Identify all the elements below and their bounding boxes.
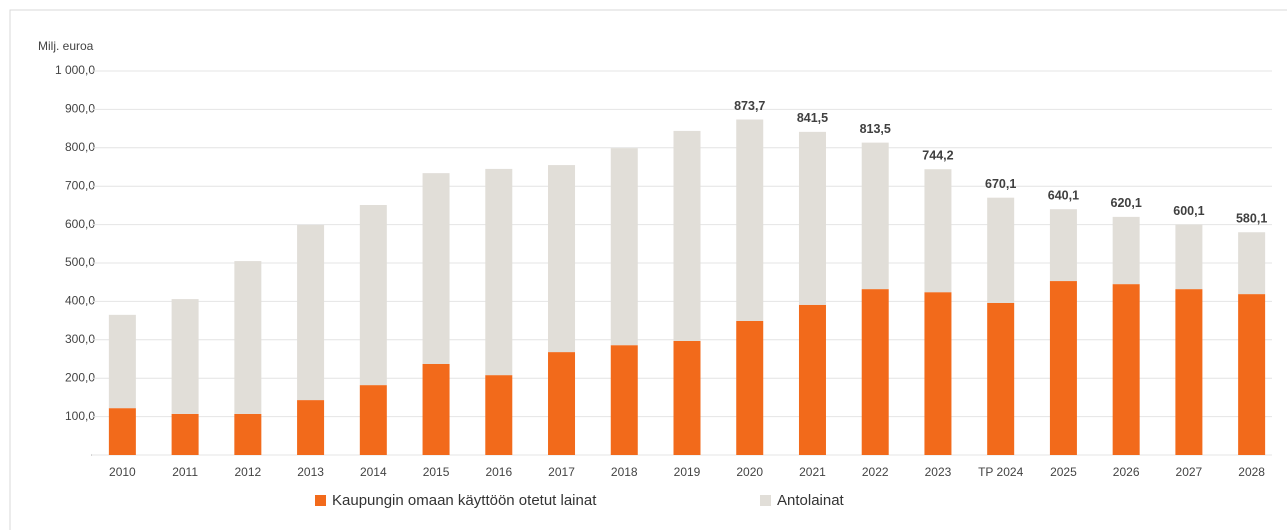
total-label: 744,2 (922, 149, 953, 163)
total-label: 841,5 (797, 111, 828, 125)
bar-segment (1112, 216, 1140, 285)
bar-segment (924, 292, 952, 455)
bar-segment (1049, 209, 1077, 282)
bar-segment (798, 304, 826, 455)
bar-segment (987, 302, 1015, 455)
y-tick-label: 800,0 (65, 140, 95, 154)
y-axis-label: Milj. euroa (38, 39, 94, 53)
y-tick-label: - (91, 447, 95, 461)
x-tick-label: 2012 (234, 465, 261, 479)
x-tick-label: 2027 (1176, 465, 1203, 479)
x-tick-label: 2021 (799, 465, 826, 479)
bar-segment (485, 168, 513, 376)
x-tick-label: 2017 (548, 465, 575, 479)
x-tick-label: 2015 (423, 465, 450, 479)
bar-segment (108, 314, 136, 409)
bar-segment (422, 173, 450, 364)
bar-segment (861, 289, 889, 455)
y-tick-label: 900,0 (65, 102, 95, 116)
bar-segment (1112, 284, 1140, 455)
bar-segment (1238, 294, 1266, 455)
legend-label: Antolainat (777, 492, 845, 509)
bar-segment (861, 142, 889, 290)
bar-segment (610, 345, 638, 455)
bar-segment (736, 320, 764, 455)
total-label: 620,1 (1111, 196, 1142, 210)
bar-segment (171, 299, 199, 414)
x-tick-label: 2025 (1050, 465, 1077, 479)
x-tick-label: 2018 (611, 465, 638, 479)
bar-segment (297, 224, 325, 401)
bar-segment (1175, 289, 1203, 455)
bar-segment (422, 363, 450, 455)
bar-segment (987, 197, 1015, 303)
x-tick-label: 2010 (109, 465, 136, 479)
bar-segment (234, 261, 262, 414)
bar-segment (736, 119, 764, 321)
total-label: 600,1 (1173, 204, 1204, 218)
x-tick-label: 2028 (1238, 465, 1265, 479)
bar-segment (798, 131, 826, 305)
bar-segment (234, 413, 262, 455)
y-tick-label: 400,0 (65, 294, 95, 308)
x-tick-label: 2022 (862, 465, 889, 479)
total-label: 670,1 (985, 177, 1016, 191)
bar-segment (548, 352, 576, 455)
x-tick-label: 2014 (360, 465, 387, 479)
y-tick-label: 1 000,0 (55, 63, 95, 77)
y-tick-label: 100,0 (65, 409, 95, 423)
x-tick-label: 2011 (172, 465, 198, 479)
y-tick-label: 700,0 (65, 178, 95, 192)
bar-segment (1049, 281, 1077, 455)
bar-segment (924, 169, 952, 293)
x-tick-label: 2019 (674, 465, 701, 479)
y-tick-label: 600,0 (65, 217, 95, 231)
bar-segment (673, 130, 701, 341)
legend-swatch (315, 495, 326, 506)
bar-segment (108, 408, 136, 455)
bar-segment (548, 165, 576, 353)
bar-segment (359, 385, 387, 455)
bar-segment (610, 148, 638, 346)
y-tick-label: 300,0 (65, 332, 95, 346)
legend-label: Kaupungin omaan käyttöön otetut lainat (332, 492, 597, 509)
y-tick-label: 200,0 (65, 370, 95, 384)
bar-segment (673, 340, 701, 455)
bar-segment (1238, 232, 1266, 295)
total-label: 580,1 (1236, 212, 1267, 226)
total-label: 873,7 (734, 99, 765, 113)
bar-segment (359, 205, 387, 386)
x-tick-label: 2013 (297, 465, 324, 479)
bar-segment (1175, 224, 1203, 290)
x-tick-label: 2020 (736, 465, 763, 479)
x-tick-label: TP 2024 (978, 465, 1023, 479)
chart-frame (9, 9, 1287, 530)
y-tick-label: 500,0 (65, 255, 95, 269)
total-label: 813,5 (860, 122, 891, 136)
x-tick-label: 2023 (925, 465, 952, 479)
x-tick-label: 2016 (485, 465, 512, 479)
total-label: 640,1 (1048, 188, 1079, 202)
bar-segment (485, 375, 513, 455)
x-tick-label: 2026 (1113, 465, 1140, 479)
bar-segment (297, 400, 325, 455)
bar-segment (171, 413, 199, 455)
legend-swatch (760, 495, 771, 506)
